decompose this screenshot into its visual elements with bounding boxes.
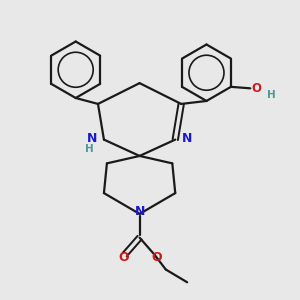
- Text: N: N: [182, 132, 192, 145]
- Text: H: H: [268, 90, 276, 100]
- Text: N: N: [87, 132, 98, 145]
- Text: N: N: [134, 205, 145, 218]
- Text: H: H: [85, 143, 94, 154]
- Text: O: O: [252, 82, 262, 95]
- Text: O: O: [118, 251, 129, 264]
- Text: O: O: [152, 251, 162, 264]
